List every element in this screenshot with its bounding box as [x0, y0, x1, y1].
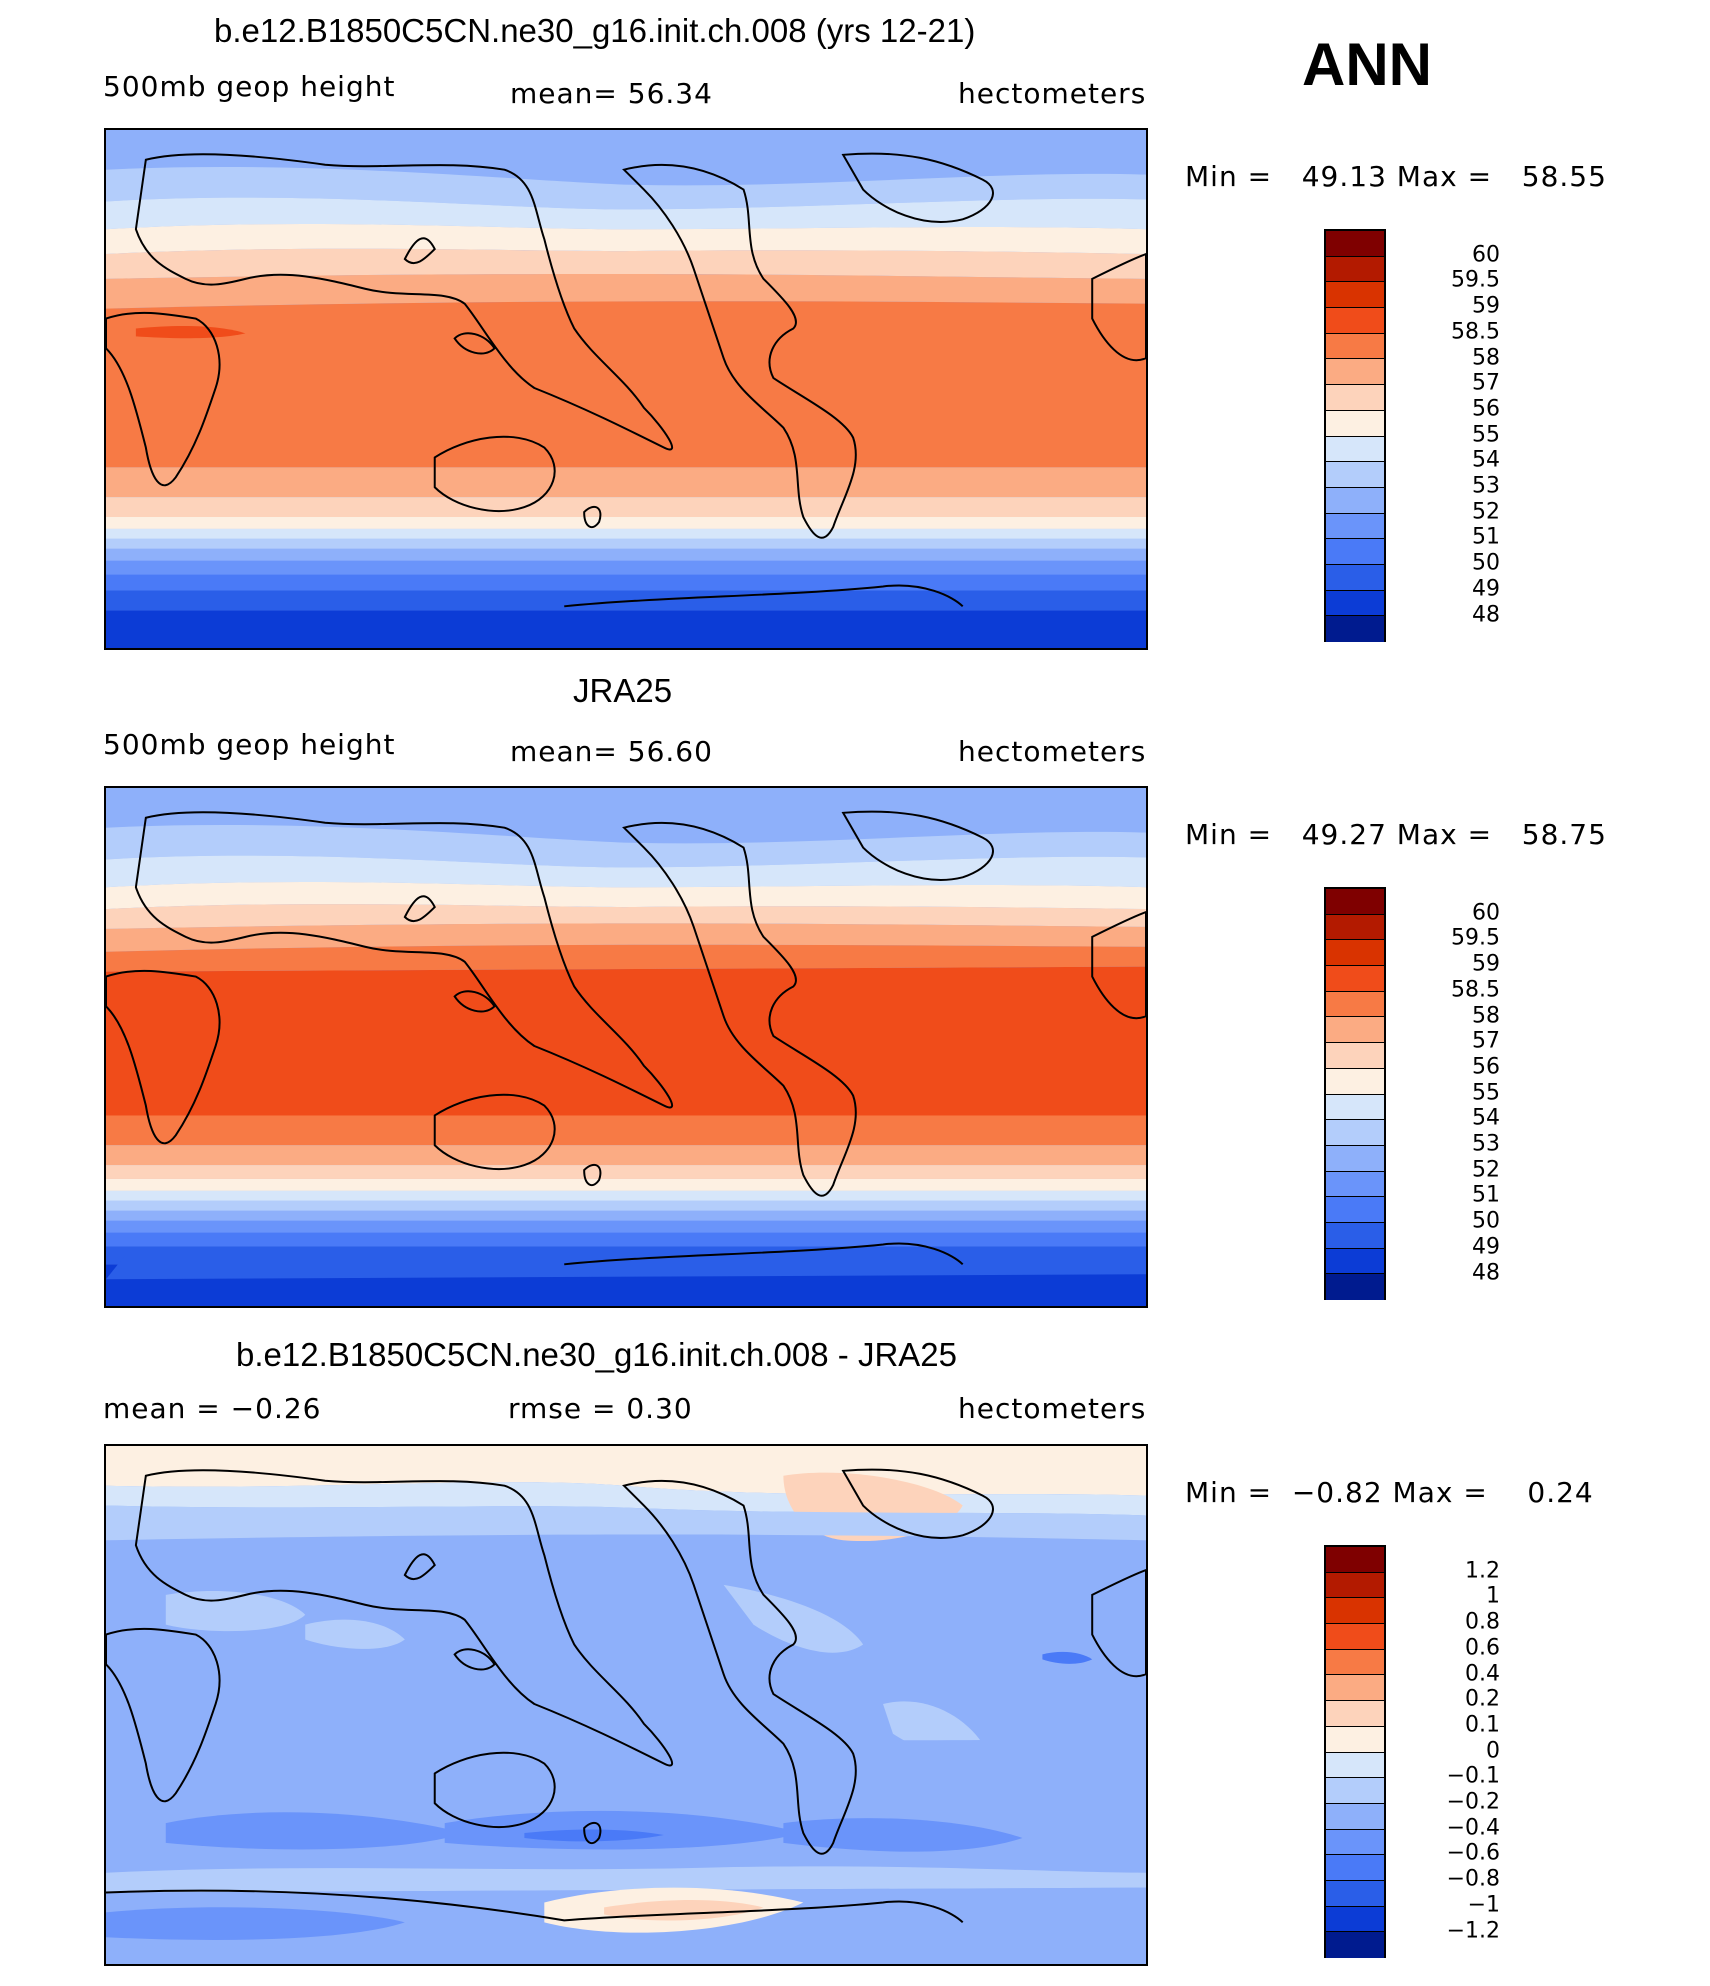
panel3-units-label: hectometers [958, 1392, 1147, 1425]
panel1-cb-tick: 58 [1472, 345, 1500, 370]
panel2-cb-tick: 48 [1472, 1260, 1500, 1285]
panel3-cb-tick: 0.4 [1465, 1661, 1500, 1686]
panel3-map-svg [106, 1446, 1146, 1964]
panel2-cb-tick: 55 [1472, 1080, 1500, 1106]
panel1-map [104, 128, 1148, 650]
panel2-cb-tick: 53 [1472, 1131, 1500, 1157]
panel2-coastlines [106, 810, 1146, 1266]
panel3-cb-tick: 0.1 [1465, 1712, 1500, 1738]
panel3-cb-tick: −0.8 [1446, 1866, 1500, 1892]
panel1-cb-tick: 51 [1472, 524, 1500, 550]
panel3-cb-tick: 1.2 [1465, 1558, 1500, 1584]
panel3-map [104, 1444, 1148, 1966]
panel2-cb-tick: 60 [1472, 900, 1500, 926]
panel1-cb-tick: 48 [1472, 602, 1500, 627]
panel1-cb-tick: 60 [1472, 242, 1500, 268]
panel2-cb-tick: 49 [1472, 1234, 1500, 1260]
panel1-cb-tick: 57 [1472, 370, 1500, 396]
panel1-colorbar-labels: 60 59.5 59 58.5 58 57 56 55 54 53 52 51 … [1400, 229, 1500, 642]
panel3-coastlines [106, 1468, 1146, 1924]
panel1-cb-tick: 59.5 [1451, 267, 1500, 293]
panel2-units-label: hectometers [958, 735, 1147, 768]
panel3-cb-tick: −0.6 [1446, 1840, 1500, 1866]
panel2-colorbar [1324, 887, 1386, 1300]
panel3-cb-tick: 0.2 [1465, 1686, 1500, 1712]
panel3-rmse-label: rmse = 0.30 [508, 1392, 693, 1425]
panel3-colorbar [1324, 1545, 1386, 1958]
panel1-mean-label: mean= 56.34 [510, 77, 713, 110]
panel1-cb-tick: 54 [1472, 447, 1500, 473]
panel2-colorbar-labels: 60 59.5 59 58.5 58 57 56 55 54 53 52 51 … [1400, 887, 1500, 1300]
panel1-cb-tick: 52 [1472, 499, 1500, 525]
season-label: ANN [1302, 31, 1432, 98]
panel1-map-svg [106, 130, 1146, 648]
panel2-cb-tick: 58.5 [1451, 977, 1500, 1003]
panel1-cb-tick: 50 [1472, 550, 1500, 576]
panel2-cb-tick: 58 [1472, 1003, 1500, 1028]
panel2-cb-tick: 54 [1472, 1105, 1500, 1131]
panel3-mean-label: mean = −0.26 [103, 1392, 322, 1425]
panel2-cb-tick: 59.5 [1451, 925, 1500, 951]
panel3-title: b.e12.B1850C5CN.ne30_g16.init.ch.008 - J… [236, 1336, 957, 1373]
panel2-variable-label: 500mb geop height [103, 728, 396, 761]
panel2-cb-tick: 52 [1472, 1157, 1500, 1183]
panel2-minmax: Min = 49.27 Max = 58.75 [1185, 818, 1607, 851]
panel1-title: b.e12.B1850C5CN.ne30_g16.init.ch.008 (yr… [214, 12, 976, 49]
panel3-cb-tick: 0 [1486, 1738, 1500, 1764]
panel1-cb-tick: 49 [1472, 576, 1500, 602]
panel3-colorbar-labels: 1.2 1 0.8 0.6 0.4 0.2 0.1 0 −0.1 −0.2 −0… [1400, 1545, 1500, 1958]
panel2-cb-tick: 50 [1472, 1208, 1500, 1234]
panel1-colorbar [1324, 229, 1386, 642]
panel3-cb-tick: −0.4 [1446, 1815, 1500, 1841]
panel2-cb-tick: 51 [1472, 1182, 1500, 1208]
panel2-title: JRA25 [573, 672, 673, 709]
panel1-units-label: hectometers [958, 77, 1147, 110]
panel3-cb-tick: −1.2 [1446, 1918, 1500, 1943]
panel1-cb-tick: 59 [1472, 293, 1500, 319]
panel2-cb-tick: 57 [1472, 1028, 1500, 1054]
panel3-cb-tick: 0.8 [1465, 1609, 1500, 1635]
panel1-cb-tick: 58.5 [1451, 319, 1500, 345]
panel1-cb-tick: 55 [1472, 422, 1500, 448]
panel2-map [104, 786, 1148, 1308]
panel3-minmax: Min = −0.82 Max = 0.24 [1185, 1476, 1594, 1509]
panel1-cb-tick: 53 [1472, 473, 1500, 499]
panel2-map-svg [106, 788, 1146, 1306]
panel1-variable-label: 500mb geop height [103, 70, 396, 103]
panel3-cb-tick: 1 [1486, 1583, 1500, 1609]
panel3-cb-tick: −0.1 [1446, 1763, 1500, 1789]
panel3-cb-tick: −0.2 [1446, 1789, 1500, 1815]
panel2-mean-label: mean= 56.60 [510, 735, 713, 768]
panel3-cb-tick: 0.6 [1465, 1635, 1500, 1661]
panel1-cb-tick: 56 [1472, 396, 1500, 422]
panel1-minmax: Min = 49.13 Max = 58.55 [1185, 160, 1607, 193]
panel3-cb-tick: −1 [1467, 1892, 1500, 1918]
panel2-cb-tick: 59 [1472, 951, 1500, 977]
panel2-cb-tick: 56 [1472, 1054, 1500, 1080]
panel1-coastlines [106, 152, 1146, 608]
